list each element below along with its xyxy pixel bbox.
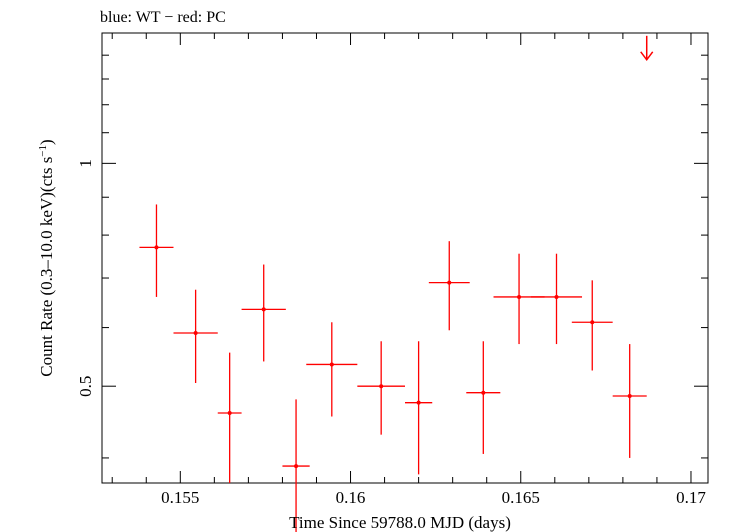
point-marker [154, 245, 159, 250]
y-tick-label: 1 [76, 159, 95, 168]
x-axis-label: Time Since 59788.0 MJD (days) [289, 513, 511, 532]
point-marker [627, 393, 632, 398]
chart-header: blue: WT − red: PC [100, 9, 226, 26]
point-marker [294, 464, 299, 469]
point-marker [193, 330, 198, 335]
y-axis-label: Count Rate (0.3–10.0 keV)(cts s−1) [37, 139, 56, 376]
data-point [282, 399, 310, 532]
point-marker [261, 307, 266, 312]
data-point [466, 341, 501, 454]
point-marker [227, 411, 232, 416]
x-tick-label: 0.16 [336, 488, 366, 507]
data-point [571, 280, 613, 371]
data-points [139, 35, 654, 532]
y-tick-label: 0.5 [76, 376, 95, 397]
data-point [173, 289, 218, 383]
upper-limit-head [640, 51, 654, 62]
y-axis: 0.51 [76, 54, 708, 459]
point-marker [554, 294, 559, 299]
x-tick-label: 0.155 [161, 488, 199, 507]
data-point [139, 204, 174, 297]
upper-limit-arrow [640, 35, 654, 62]
data-point [241, 264, 286, 362]
point-marker [447, 280, 452, 285]
data-point [217, 352, 242, 483]
x-tick-label: 0.165 [502, 488, 540, 507]
point-marker [416, 400, 421, 405]
data-point [530, 253, 583, 345]
point-marker [379, 384, 384, 389]
data-point [612, 344, 647, 458]
data-point [357, 341, 405, 435]
x-axis: 0.155 0.16 0.165 0.17 [111, 33, 706, 507]
data-point [306, 322, 358, 417]
data-point [493, 253, 545, 345]
plot-frame [101, 32, 709, 484]
data-point [405, 341, 433, 475]
x-tick-label: 0.17 [676, 488, 706, 507]
data-point [428, 241, 470, 331]
point-marker [590, 320, 595, 325]
point-marker [517, 294, 522, 299]
point-marker [481, 390, 486, 395]
point-marker [329, 362, 334, 367]
